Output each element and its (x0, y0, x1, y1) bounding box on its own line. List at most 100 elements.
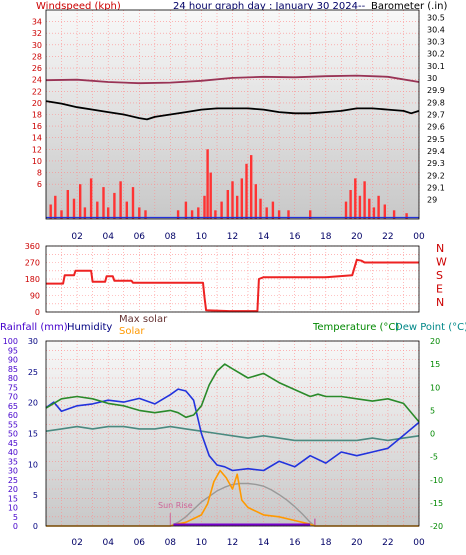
humidity-ytick: 30 (28, 337, 38, 346)
wind-ytick: 8 (37, 169, 42, 178)
wind-gust-bar (190, 210, 194, 219)
wind-ytick: 28 (32, 52, 42, 61)
rain-ytick: 65 (8, 402, 18, 411)
rain-ytick: 70 (8, 393, 18, 402)
wind-gust-bar (349, 190, 352, 219)
wind-gust-bar (250, 155, 253, 219)
direction-letter: W (436, 256, 447, 269)
wind-gust-bar (245, 163, 248, 219)
baro-ytick: 29 (427, 196, 437, 205)
wind-ytick: 22 (32, 87, 42, 96)
temp-panel-xtick: 22 (382, 538, 393, 548)
wind-gust-bar (60, 210, 63, 219)
wind-gust-bar (344, 201, 348, 219)
wind-gust-bar (231, 181, 234, 219)
wind-gust-bar (176, 210, 180, 219)
temp-ytick: -15 (430, 499, 443, 508)
wind-gust-bar (113, 192, 116, 219)
wind-direction-line (46, 258, 419, 313)
solar-line (46, 469, 419, 527)
temp-ytick: -10 (430, 476, 443, 485)
temp-ytick: 15 (430, 360, 440, 369)
temp-ytick: 0 (430, 430, 435, 439)
temp-ytick: -20 (430, 522, 443, 531)
dir-ytick: 180 (25, 275, 40, 284)
max-solar-label: Max solar (119, 314, 168, 325)
baro-ytick: 29.9 (427, 86, 445, 95)
rain-ytick: 35 (8, 457, 18, 466)
wind-ytick: 30 (32, 41, 42, 50)
rain-ytick: 100 (3, 337, 18, 346)
temp-panel-xtick: 14 (258, 538, 270, 548)
wind-gust-bar (102, 187, 105, 219)
wind-gust-bar (372, 207, 376, 219)
rain-ytick: 15 (8, 494, 18, 503)
solar-label: Solar (119, 326, 145, 337)
baro-ytick: 29.5 (427, 135, 445, 144)
dir-ytick: 90 (30, 292, 40, 301)
wind-gust-bar (72, 198, 76, 219)
wind-panel-border (45, 9, 420, 220)
wind-gust-bar (49, 204, 52, 219)
baro-ytick: 30.5 (427, 13, 445, 22)
chart-title: 24 hour graph day : January 30 2024-- (173, 1, 366, 12)
humidity-ytick: 20 (28, 399, 38, 408)
dir-ytick: 0 (35, 308, 40, 317)
wind-gust-bar (206, 149, 209, 219)
wind-ytick: 32 (32, 29, 42, 38)
wind-ytick: 26 (32, 64, 42, 73)
wind-gust-bar (363, 181, 366, 219)
rain-ytick: 85 (8, 365, 18, 374)
rain-ytick: 45 (8, 439, 18, 448)
baro-ytick: 30.1 (427, 62, 445, 71)
wind-gust-bar (358, 195, 362, 219)
dewpoint-line (45, 425, 420, 442)
wind-gust-bar (383, 204, 386, 219)
wind-panel-xtick: 12 (227, 232, 238, 242)
wind-ytick: 12 (32, 145, 42, 154)
wind-ytick: 18 (32, 111, 42, 120)
rain-ytick: 40 (8, 448, 18, 457)
barometer-label: Barometer (.in) (371, 1, 447, 12)
direction-letter: S (436, 269, 443, 282)
baro-ytick: 29.7 (427, 111, 445, 120)
baro-ytick: 29.1 (427, 183, 445, 192)
wind-gust-bar (138, 207, 141, 219)
wind-gust-bar (354, 178, 357, 219)
temp-panel-xtick: 18 (320, 538, 332, 548)
rain-ytick: 25 (8, 476, 18, 485)
temperature-humidity-panel: 0510152025303540455055606570758085909510… (3, 337, 443, 548)
wind-gust-bar (119, 181, 122, 219)
dir-ytick: 360 (25, 242, 40, 251)
temp-panel-xtick: 12 (227, 538, 238, 548)
temp-ytick: -5 (430, 453, 438, 462)
wind-gust-bar (209, 172, 212, 219)
wind-panel-xtick: 22 (382, 232, 393, 242)
baro-ytick: 30 (427, 74, 437, 83)
dewpoint-label: Dew Point (°C) (395, 322, 466, 333)
barometer-line (45, 100, 420, 121)
wind-gust-bar (107, 207, 110, 219)
rain-ytick: 80 (8, 374, 18, 383)
wind-panel-xtick: 04 (102, 232, 114, 242)
temp-panel-xtick: 10 (196, 538, 208, 548)
wind-panel-xtick: 06 (134, 232, 146, 242)
temp-panel-xtick: 08 (165, 538, 177, 548)
wind-gust-bar (54, 195, 57, 219)
baro-ytick: 29.4 (427, 147, 445, 156)
rain-ytick: 75 (8, 383, 18, 392)
wind-gust-bar (131, 187, 135, 219)
wind-gust-bar (392, 210, 396, 219)
temp-panel-xtick: 02 (71, 538, 82, 548)
wind-gust-bar (236, 195, 239, 219)
dir-ytick: 270 (25, 259, 40, 268)
wind-gust-bar (184, 201, 188, 219)
wind-gust-bar (83, 207, 87, 219)
wind-gust-bar (89, 178, 93, 219)
baro-ytick: 30.4 (427, 25, 445, 34)
wind-ytick: 14 (32, 134, 42, 143)
wind-gust-bar (197, 207, 200, 219)
wind-ytick: 24 (32, 76, 42, 85)
